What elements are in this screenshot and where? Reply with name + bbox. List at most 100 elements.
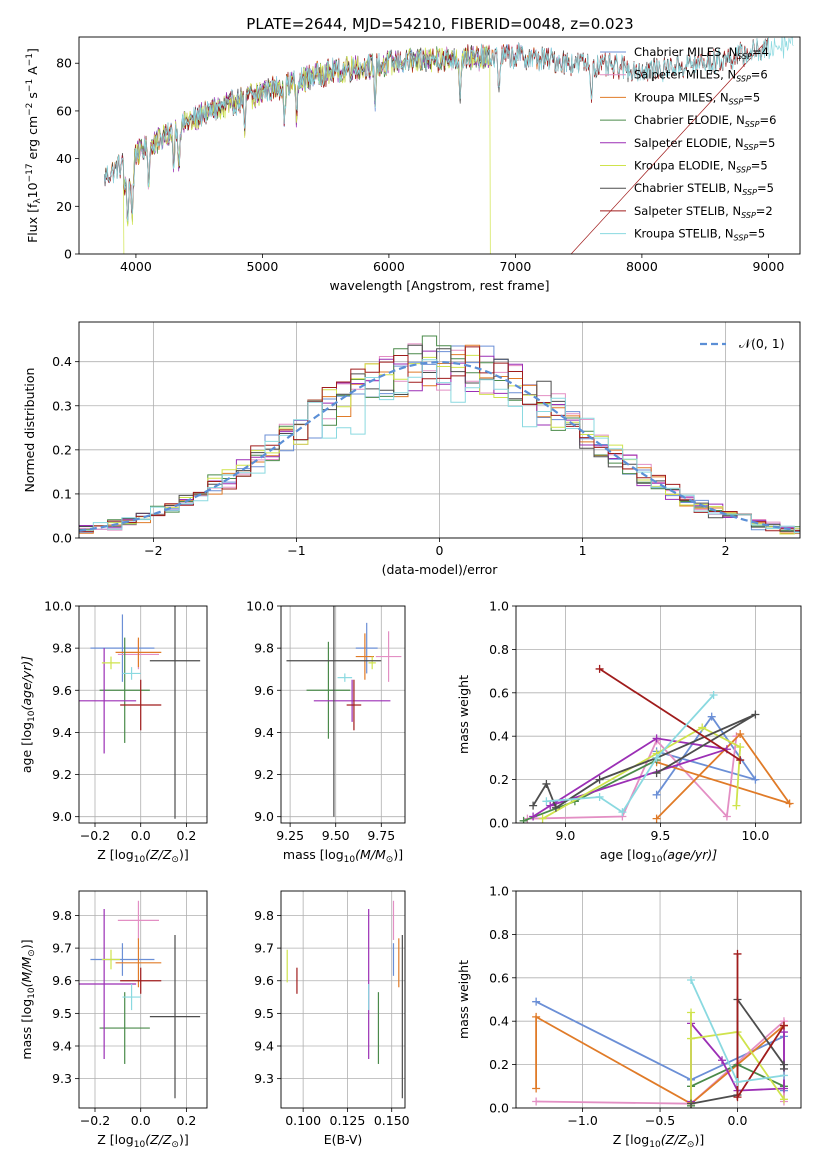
mass-vs-Z-panel: −0.2 0.0 0.29.39.49.59.69.79.8Z [log10(Z/Z… bbox=[19, 890, 208, 1150]
weight-point-marker bbox=[542, 779, 551, 788]
legend-n: =5 bbox=[751, 159, 768, 173]
x-tick-label: 0.150 bbox=[374, 1113, 410, 1128]
y-tick-label: 9.6 bbox=[52, 973, 72, 988]
y-tick-label: 0.0 bbox=[489, 1101, 509, 1116]
weight-point-marker bbox=[687, 975, 696, 984]
mass-vs-Z-xlabel-part: Z [log bbox=[97, 1132, 133, 1147]
legend-n: =6 bbox=[751, 68, 768, 82]
mass-weight-vs-Z-xlabel-part: (Z/Z bbox=[661, 1132, 688, 1147]
y-tick-label: 9.6 bbox=[254, 973, 274, 988]
age-vs-Z-ylabel: age [log10(age/yr)] bbox=[19, 656, 37, 773]
mass-vs-EBV-xlabel: E(B-V) bbox=[324, 1132, 363, 1147]
weight-point-marker bbox=[722, 812, 731, 821]
x-tick-label: 0.0 bbox=[131, 828, 151, 843]
weight-point-marker bbox=[652, 814, 661, 823]
figure-title: PLATE=2644, MJD=54210, FIBERID=0048, z=0… bbox=[246, 15, 633, 33]
age-vs-Z-ylabel-part: age [log bbox=[19, 722, 34, 773]
mass-vs-EBV-frame bbox=[280, 890, 406, 1109]
weight-point-marker bbox=[751, 775, 760, 784]
age-vs-mass-xlabel-part: (M/M bbox=[355, 847, 386, 862]
spectrum-plot-area bbox=[103, 37, 794, 254]
mass-vs-Z-frame bbox=[78, 890, 208, 1109]
spectrum-ylabel-part: −2 bbox=[25, 103, 35, 116]
spectrum-ylabel-part: −17 bbox=[25, 163, 35, 182]
weight-point-marker bbox=[652, 769, 661, 778]
legend-entry: Chabrier STELIB, NSSP=5 bbox=[634, 181, 774, 197]
residuals-panel: −2 −1 0 1 2 0.0 0.1 0.2 0.3 0.4 (data-model)/error… bbox=[22, 321, 801, 577]
mass-weight-vs-Z-xlabel-part: 10 bbox=[649, 1140, 661, 1150]
legend-sub: SSP bbox=[737, 52, 752, 61]
legend-model: Chabrier ELODIE, N bbox=[634, 113, 745, 127]
mass-weight-vs-Z-xlabel: Z [log10(Z/Z⊙)] bbox=[613, 1132, 704, 1150]
y-tick-label: 9.7 bbox=[52, 941, 72, 956]
weight-point-marker bbox=[542, 797, 551, 806]
mass-weight-vs-age-plot-area bbox=[516, 606, 801, 823]
x-tick-label: 0.125 bbox=[330, 1113, 366, 1128]
y-tick-label: 80 bbox=[56, 56, 72, 71]
mass-vs-Z-ylabel-part: (M/M bbox=[19, 957, 34, 988]
weight-point-marker bbox=[687, 1099, 696, 1108]
y-tick-label: 0.4 bbox=[52, 354, 72, 369]
y-tick-label: 0.8 bbox=[489, 927, 509, 942]
weight-point-marker bbox=[532, 997, 541, 1006]
age-vs-mass-panel: 9.25 9.50 9.75 9.0 9.2 9.4 9.6 9.8 10.0 mass [log… bbox=[246, 599, 406, 865]
y-tick-label: 1.0 bbox=[489, 599, 509, 614]
x-tick-label: 4000 bbox=[120, 259, 152, 274]
age-vs-mass-xlabel: mass [log10(M/M⊙)] bbox=[283, 847, 403, 865]
weight-point-marker bbox=[652, 790, 661, 799]
legend-entry: Kroupa MILES, NSSP=5 bbox=[634, 90, 760, 106]
mass-weight-vs-age-xlabel-part: (age/yr)] bbox=[662, 847, 717, 862]
weight-point-marker bbox=[687, 1008, 696, 1017]
y-tick-label: 10.0 bbox=[246, 599, 274, 614]
mass-weight-vs-Z-xlabel-part: Z [log bbox=[613, 1132, 649, 1147]
y-tick-label: 0.2 bbox=[52, 442, 72, 457]
legend-sub: SSP bbox=[745, 120, 760, 129]
mass-vs-Z-xlabel: Z [log10(Z/Z⊙)] bbox=[97, 1132, 188, 1150]
mass-weight-vs-Z-frame bbox=[515, 890, 802, 1109]
legend-n: =6 bbox=[760, 113, 777, 127]
weight-point-marker bbox=[595, 792, 604, 801]
mass-vs-EBV-plot-area bbox=[281, 891, 405, 1108]
mass-vs-EBV-panel: 0.100 0.125 0.150 9.3 9.4 9.5 9.6 9.7 9.8 E(B-V) bbox=[254, 890, 410, 1147]
mass-weight-vs-Z-ylabel: mass weight bbox=[456, 960, 471, 1039]
spectrum-ylabel: Flux [fλ10−17 erg cm−2 s−1 A−1] bbox=[25, 48, 43, 243]
mass-weight-vs-Z-xlabel-part: ⊙ bbox=[687, 1140, 695, 1150]
mass-vs-Z-ylabel-part: 10 bbox=[27, 987, 37, 999]
x-tick-label: 0.2 bbox=[176, 1113, 196, 1128]
y-tick-label: 9.3 bbox=[254, 1071, 274, 1086]
x-tick-label: −1.0 bbox=[567, 1113, 597, 1128]
weight-point-marker bbox=[529, 812, 538, 821]
y-tick-label: 0.6 bbox=[489, 970, 509, 985]
legend-entry: Salpeter MILES, NSSP=6 bbox=[634, 68, 768, 84]
weight-point-marker bbox=[595, 775, 604, 784]
legend-n: =4 bbox=[752, 45, 769, 59]
weight-point-marker bbox=[538, 814, 547, 823]
y-tick-label: 9.6 bbox=[52, 683, 72, 698]
weight-point-marker bbox=[652, 753, 661, 762]
weight-point-marker bbox=[718, 1056, 727, 1065]
legend-entry: Kroupa STELIB, NSSP=5 bbox=[634, 227, 765, 243]
spectrum-frame bbox=[78, 36, 801, 255]
legend-n: =5 bbox=[758, 136, 775, 150]
legend-model: Kroupa ELODIE, N bbox=[634, 159, 736, 173]
y-tick-label: 0.2 bbox=[489, 1057, 509, 1072]
spectrum-ylabel-part: s bbox=[25, 92, 40, 103]
y-tick-label: 9.2 bbox=[254, 767, 274, 782]
weight-point-marker bbox=[751, 710, 760, 719]
y-tick-label: 0.1 bbox=[52, 486, 72, 501]
spectrum-xlabel: wavelength [Angstrom, rest frame] bbox=[329, 278, 549, 293]
x-tick-label: −0.5 bbox=[645, 1113, 675, 1128]
legend-sub: SSP bbox=[729, 97, 744, 106]
x-tick-label: −0.2 bbox=[80, 828, 110, 843]
weight-point-marker bbox=[779, 1095, 788, 1104]
x-tick-label: 9.5 bbox=[650, 828, 670, 843]
y-tick-label: 1.0 bbox=[489, 884, 509, 899]
spectrum-ylabel-part: erg cm bbox=[25, 116, 40, 164]
age-vs-mass-frame bbox=[280, 605, 406, 824]
mass-vs-Z-xlabel-part: 10 bbox=[134, 1140, 146, 1150]
legend-entry: Chabrier MILES, NSSP=4 bbox=[634, 45, 769, 61]
legend-n: =5 bbox=[743, 90, 760, 104]
normal-reference-curve bbox=[79, 361, 795, 532]
panels: 4000 5000 6000 7000 8000 9000020406080wavelen… bbox=[19, 36, 802, 1150]
